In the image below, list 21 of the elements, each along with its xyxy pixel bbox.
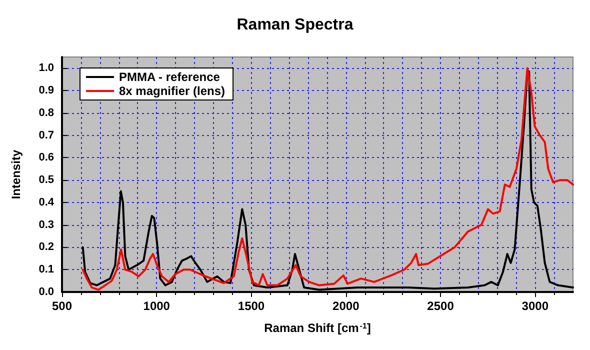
x-tick-label: 1000 — [143, 299, 170, 313]
chart-title: Raman Spectra — [236, 16, 354, 34]
y-tick-label: 0.9 — [38, 84, 54, 97]
y-tick-label: 0.8 — [38, 106, 54, 119]
y-tick-label: 0.2 — [38, 241, 54, 254]
x-tick-label: 3000 — [522, 299, 549, 313]
y-axis-title: Intensity — [9, 150, 23, 200]
y-tick-label: 1.0 — [38, 62, 54, 74]
legend-label: 8x magnifier (lens) — [119, 84, 226, 98]
x-tick-label: 1500 — [238, 299, 265, 313]
y-tick-label: 0.3 — [38, 218, 54, 231]
y-tick-label: 0.1 — [38, 264, 54, 276]
legend-label: PMMA - reference — [119, 70, 220, 84]
x-tick-label: 500 — [52, 299, 72, 313]
y-tick-label: 0.0 — [38, 286, 54, 298]
y-tick-label: 0.4 — [38, 196, 55, 208]
x-tick-label: 2000 — [332, 299, 360, 313]
x-tick-label: 2500 — [427, 299, 454, 313]
y-tick-label: 0.5 — [38, 174, 54, 186]
y-tick-label: 0.6 — [38, 152, 54, 164]
y-tick-label: 0.7 — [38, 129, 54, 142]
